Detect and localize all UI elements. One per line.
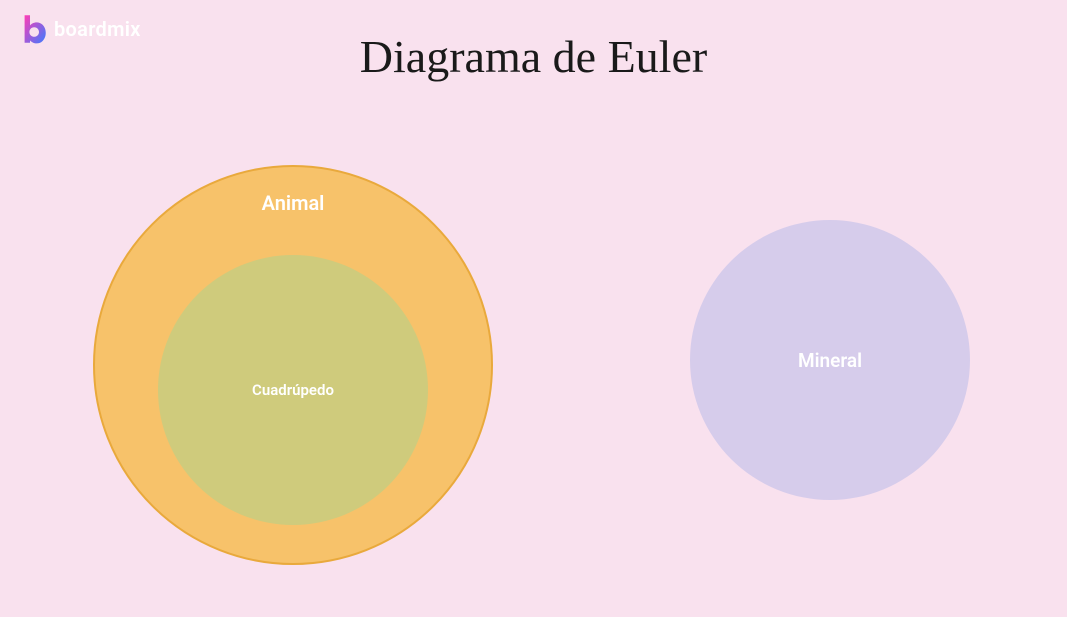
euler-set-label-mineral: Mineral bbox=[798, 349, 862, 372]
euler-set-label-animal: Animal bbox=[262, 191, 325, 215]
euler-set-label-cuadrupedo: Cuadrúpedo bbox=[252, 381, 334, 399]
diagram-title: Diagrama de Euler bbox=[0, 30, 1067, 83]
diagram-canvas: boardmix Diagrama de Euler AnimalCuadrúp… bbox=[0, 0, 1067, 617]
euler-set-cuadrupedo: Cuadrúpedo bbox=[158, 255, 428, 525]
euler-set-mineral: Mineral bbox=[690, 220, 970, 500]
